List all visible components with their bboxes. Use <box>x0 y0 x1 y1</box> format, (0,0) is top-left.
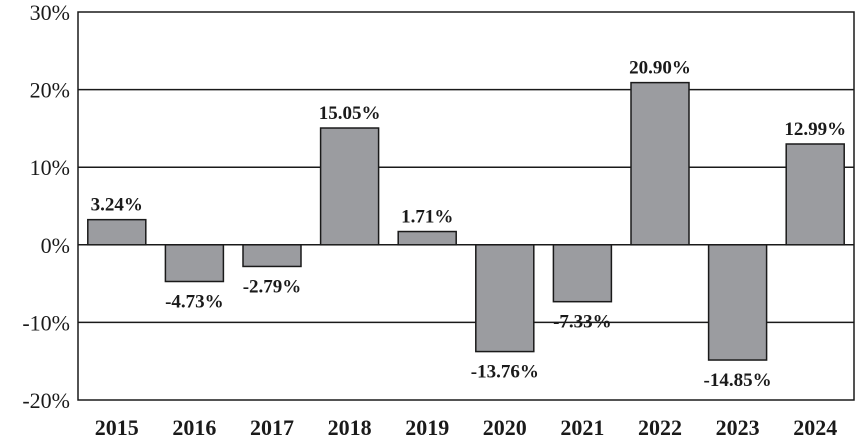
x-category-label: 2023 <box>716 415 760 440</box>
bar-2021 <box>552 244 613 303</box>
x-category-label: 2020 <box>483 415 527 440</box>
bar-2016 <box>164 244 225 283</box>
data-label-2020: -13.76% <box>471 362 539 383</box>
data-label-2018: 15.05% <box>319 103 381 124</box>
data-label-2015: 3.24% <box>91 195 143 216</box>
data-label-2022: 20.90% <box>629 58 691 79</box>
bar-2020 <box>475 244 535 353</box>
bar-2019 <box>397 230 457 246</box>
x-category-label: 2015 <box>95 415 139 440</box>
data-labels: 3.24% -4.73% -2.79% 15.05% 1.71% -13.76% -7.33… <box>91 58 846 391</box>
x-category-label: 2018 <box>328 415 372 440</box>
bar-2017 <box>242 244 302 268</box>
y-tick-label: 30% <box>30 0 70 25</box>
x-category-label: 2021 <box>560 415 604 440</box>
bar-2015 <box>87 218 147 246</box>
x-category-label: 2017 <box>250 415 294 440</box>
data-label-2017: -2.79% <box>243 276 302 297</box>
y-tick-label: 10% <box>30 155 70 180</box>
bar-2022 <box>630 81 690 246</box>
y-tick-label: -10% <box>22 310 70 335</box>
bar-2024 <box>785 143 845 246</box>
y-axis-tick-labels: 30% 20% 10% 0% -10% -20% <box>22 0 70 413</box>
x-category-label: 2022 <box>638 415 682 440</box>
x-category-label: 2024 <box>793 415 837 440</box>
y-tick-label: 20% <box>30 78 70 103</box>
bars <box>87 81 845 361</box>
x-axis-category-labels: 2015 2016 2017 2018 2019 2020 2021 2022 2023 2024 <box>95 415 837 440</box>
data-label-2021: -7.33% <box>553 312 612 333</box>
data-label-2024: 12.99% <box>784 119 846 140</box>
y-tick-label: -20% <box>22 388 70 413</box>
y-tick-label: 0% <box>41 233 70 258</box>
bar-2023 <box>707 244 768 361</box>
plot-area-frame <box>77 11 855 401</box>
data-label-2023: -14.85% <box>704 370 772 391</box>
bar-2018 <box>319 127 380 246</box>
x-category-label: 2016 <box>172 415 216 440</box>
x-category-label: 2019 <box>405 415 449 440</box>
data-label-2019: 1.71% <box>401 207 453 228</box>
data-label-2016: -4.73% <box>165 292 224 313</box>
